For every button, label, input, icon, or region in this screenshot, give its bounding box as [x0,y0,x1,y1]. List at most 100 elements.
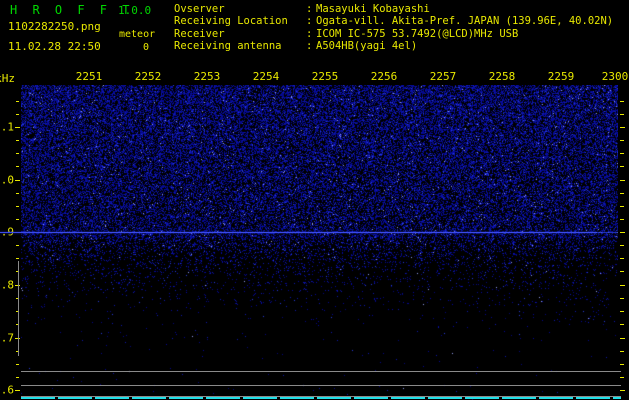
info-key: Receiver [174,27,225,40]
frequency-axis-minor-tick [16,101,19,102]
spectrogram-noise [21,85,618,400]
marker-cyan-segment [58,397,92,399]
marker-cyan-segment [576,397,610,399]
station-info-block: Ovserver: Masayuki Kobayashi Receiving Loc… [174,3,613,53]
time-axis-label: 2257 [429,70,457,83]
info-value: Masayuki Kobayashi [316,3,430,15]
info-row: Receiving Location: Ogata-vill. Akita-Pre… [174,15,613,27]
info-key: Ovserver [174,3,225,15]
marker-vertical-line [18,261,19,356]
info-separator: : [306,3,313,15]
frequency-axis-unit: kHz [0,72,15,85]
frequency-axis-minor-tick-right [620,140,624,141]
frequency-axis-minor-tick [16,377,19,378]
meteor-count: 0 [143,42,150,53]
marker-cyan-segment [206,397,240,399]
frequency-axis-minor-tick-right [620,245,624,246]
frequency-axis-minor-tick-right [620,311,624,312]
frequency-axis-minor-tick [16,324,19,325]
frequency-axis-minor-tick [16,140,19,141]
time-axis-label: 2300 [601,70,629,83]
info-value: Ogata-vill. Akita-Pref. JAPAN (139.96E, … [316,15,614,28]
time-axis-label: 2259 [547,70,575,83]
frequency-axis-minor-tick [16,166,19,167]
frequency-axis-tick-right [620,285,625,286]
info-separator: : [306,15,313,28]
frequency-axis-label: 1.1 [0,120,14,134]
frequency-axis-minor-tick-right [620,324,624,325]
frequency-axis-minor-tick [16,193,19,194]
info-row: Receiving antenna: A504HB(yagi 4el) [174,40,613,52]
frequency-axis-minor-tick [16,351,19,352]
marker-cyan-segment [465,397,499,399]
time-axis-label: 2258 [488,70,516,83]
frequency-axis-minor-tick-right [620,351,624,352]
frequency-axis-minor-tick [16,206,19,207]
frequency-axis-minor-tick [16,258,19,259]
marker-cyan-segment [317,397,351,399]
time-axis-label: 2256 [370,70,398,83]
spectrogram-plot [21,85,618,400]
marker-cyan-segment [21,397,55,399]
marker-cyan-segment [613,397,621,399]
frequency-axis-tick [15,285,20,286]
app-version: 1.0.0 [118,4,152,17]
frequency-axis-minor-tick-right [620,258,624,259]
frequency-axis-minor-tick-right [620,114,624,115]
frequency-axis-tick-right [620,127,625,128]
marker-cyan-segment [169,397,203,399]
frequency-axis-minor-tick [16,311,19,312]
frequency-axis-minor-tick-right [620,219,624,220]
frequency-axis-minor-tick-right [620,298,624,299]
frequency-axis-tick-right [620,390,625,391]
info-key: Receiving Location [174,15,288,28]
date-time-label: 11.02.28 22:50 [8,40,101,53]
frequency-axis-tick-right [620,338,625,339]
info-value: ICOM IC-575 53.7492(@LCD)MHz USB [316,27,519,40]
frequency-axis-minor-tick-right [620,153,624,154]
meteor-label: meteor [119,29,156,40]
frequency-axis-label: 0.8 [0,278,14,292]
marker-cyan-segment [354,397,388,399]
frequency-axis-tick-right [620,232,625,233]
frequency-axis-label: 1.0 [0,173,14,187]
time-axis-label: 2251 [75,70,103,83]
marker-horizontal-line [21,385,621,386]
frequency-axis-minor-tick [16,114,19,115]
info-separator: : [306,40,313,53]
frequency-axis-label: 0.6 [0,383,14,397]
frequency-axis-minor-tick-right [620,364,624,365]
marker-cyan-segment [539,397,573,399]
time-axis-label: 2253 [193,70,221,83]
frequency-axis-tick [15,390,20,391]
carrier-signal-line [0,232,597,233]
frequency-axis-minor-tick-right [620,377,624,378]
header-bar: H R O F F T 1.0.0 1102282250.png 11.02.2… [0,0,629,68]
time-axis-label: 2254 [252,70,280,83]
info-row: Ovserver: Masayuki Kobayashi [174,3,613,15]
marker-cyan-segment [391,397,425,399]
marker-cyan-segment [132,397,166,399]
time-axis-label: 2255 [311,70,339,83]
frequency-axis-minor-tick [16,219,19,220]
info-row: Receiver: ICOM IC-575 53.7492(@LCD)MHz US… [174,28,613,40]
frequency-axis-minor-tick-right [620,166,624,167]
marker-horizontal-line [21,396,621,397]
frequency-axis-minor-tick-right [620,206,624,207]
info-separator: : [306,27,313,40]
app-title: H R O F F T [10,3,134,17]
info-value: A504HB(yagi 4el) [316,40,418,53]
marker-cyan-segment [95,397,129,399]
marker-cyan-segment [280,397,314,399]
time-axis: 2251 2252 2253 2254 2255 2256 2257 2258 2259 2300 [0,68,629,92]
marker-cyan-segment [428,397,462,399]
info-key: Receiving antenna [174,40,282,53]
time-axis-label: 2252 [134,70,162,83]
frequency-axis-minor-tick [16,271,19,272]
frequency-axis-tick [15,127,20,128]
frequency-axis-minor-tick-right [620,193,624,194]
frequency-axis-minor-tick [16,364,19,365]
frequency-axis-minor-tick [16,153,19,154]
frequency-axis-minor-tick [16,245,19,246]
